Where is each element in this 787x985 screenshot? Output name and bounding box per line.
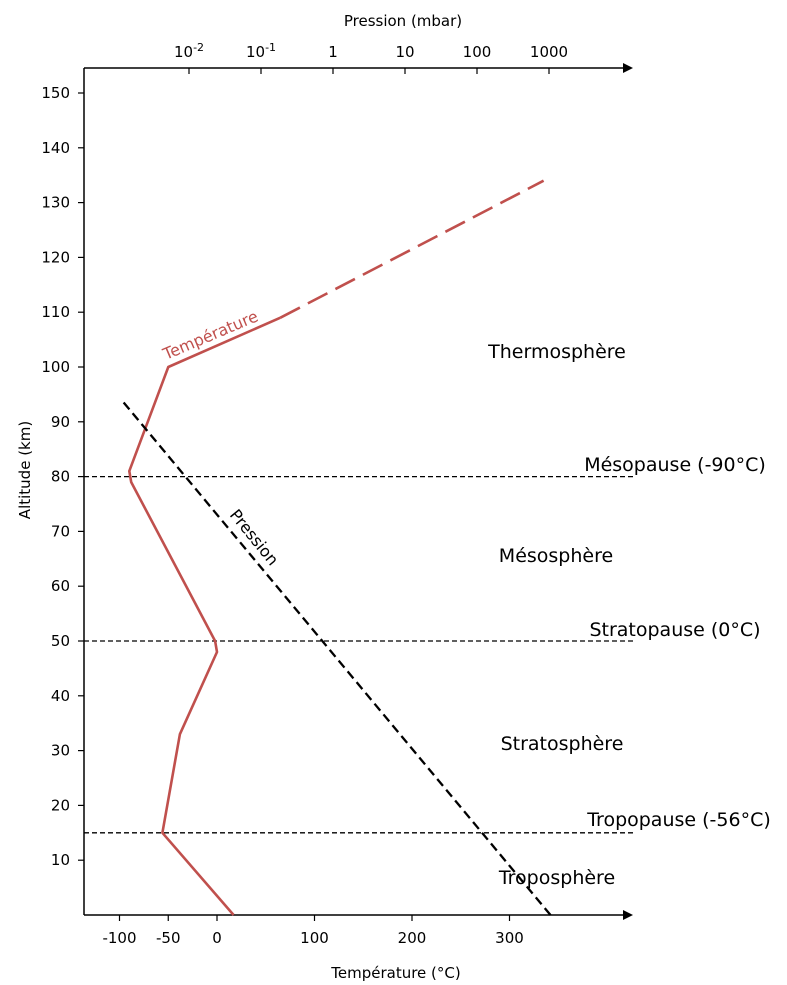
layer-label: Stratosphère [501, 733, 624, 755]
pressure-tick-label: 1 [328, 43, 338, 61]
y-tick-label: 90 [51, 413, 70, 431]
y-tick-label: 30 [51, 742, 70, 760]
pressure-tick-label: 100 [463, 43, 492, 61]
y-tick-label: 60 [51, 577, 70, 595]
labels: 102030405060708090100110120130140150-100… [16, 12, 771, 982]
x-tick-label: 300 [495, 929, 524, 947]
layer-label: Mésosphère [499, 545, 613, 567]
layer-label: Troposphère [498, 867, 615, 889]
boundary-label: Mésopause (-90°C) [584, 454, 766, 476]
pressure-tick-exponent: -1 [265, 41, 276, 54]
boundary-label: Stratopause (0°C) [589, 619, 760, 641]
x-tick-label: 0 [212, 929, 222, 947]
pressure-axis-arrow-icon [623, 63, 633, 73]
series-line [279, 179, 545, 319]
series-line [128, 316, 281, 916]
y-tick-label: 20 [51, 796, 70, 814]
pressure-tick-exponent: -2 [193, 41, 204, 54]
temperature-curve-label: Température [159, 307, 261, 364]
boundary-label: Tropopause (-56°C) [586, 809, 771, 831]
y-tick-label: 50 [51, 632, 70, 650]
y-tick-label: 140 [41, 139, 70, 157]
pressure-tick-label: 10-2 [174, 41, 204, 61]
x-axis-title: Température (°C) [330, 964, 460, 982]
y-axis-title: Altitude (km) [16, 421, 34, 519]
y-tick-label: 120 [41, 248, 70, 266]
x-axis-arrow-icon [623, 910, 633, 920]
y-tick-label: 150 [41, 84, 70, 102]
y-tick-label: 40 [51, 687, 70, 705]
x-tick-label: -100 [102, 929, 136, 947]
x-tick-label: 100 [300, 929, 329, 947]
y-tick-label: 70 [51, 522, 70, 540]
x-tick-label: 200 [398, 929, 427, 947]
boundary-lines [84, 475, 635, 834]
y-tick-label: 100 [41, 358, 70, 376]
pressure-axis-title: Pression (mbar) [344, 12, 462, 30]
axes [78, 63, 633, 921]
pressure-tick-label: 10 [395, 43, 414, 61]
layer-label: Thermosphère [487, 341, 626, 363]
y-tick-label: 110 [41, 303, 70, 321]
x-tick-label: -50 [156, 929, 181, 947]
pressure-tick-label: 10-1 [246, 41, 276, 61]
y-tick-label: 10 [51, 851, 70, 869]
y-tick-label: 130 [41, 194, 70, 212]
y-tick-label: 80 [51, 468, 70, 486]
series [120, 179, 552, 916]
pressure-tick-label: 1000 [530, 43, 568, 61]
